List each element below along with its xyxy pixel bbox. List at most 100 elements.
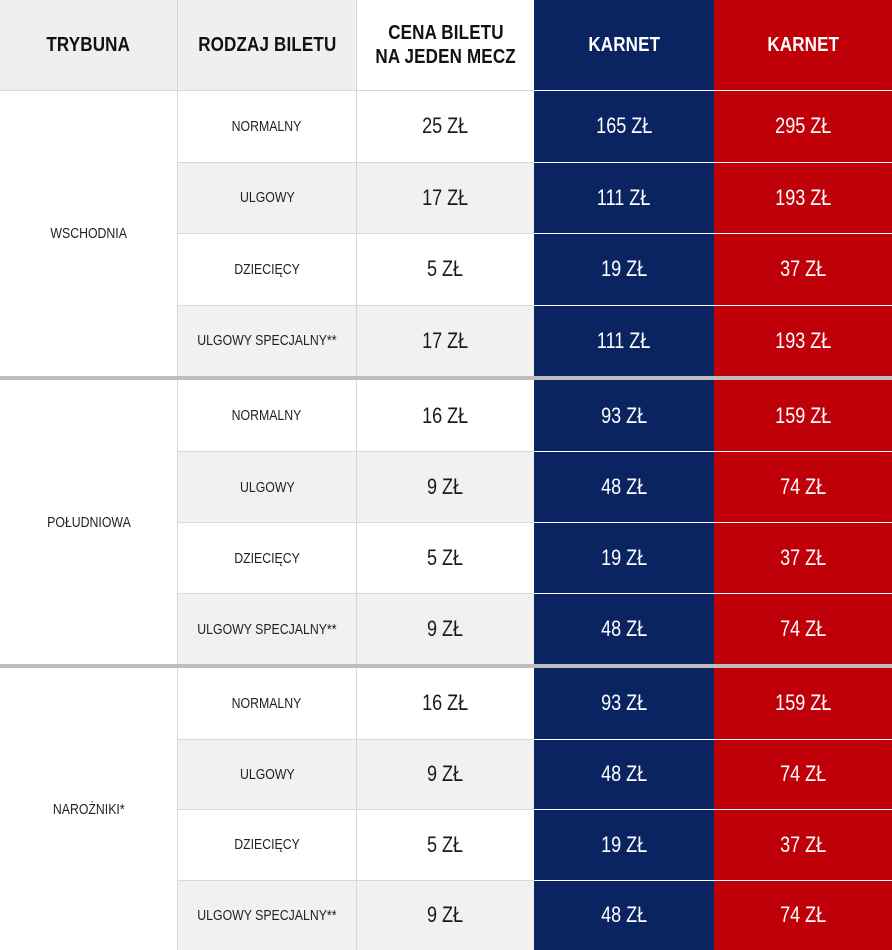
header-single-price-line1: CENA BILETU [388,21,504,45]
karnet-blue-value: 19 ZŁ [601,256,647,282]
ticket-type-label: DZIECIĘCY [234,836,300,853]
single-price-cell: 5 ZŁ [357,233,534,305]
karnet-blue-value: 48 ZŁ [601,474,647,500]
karnet-blue-cell: 48 ZŁ [534,880,714,950]
stand-cell: POŁUDNIOWA [0,380,178,664]
ticket-type-cell: ULGOWY SPECJALNY** [178,880,357,950]
karnet-blue-cell: 19 ZŁ [534,522,714,593]
ticket-type-cell: NORMALNY [178,90,357,162]
ticket-type-cell: ULGOWY [178,739,357,810]
karnet-red-cell: 159 ZŁ [714,380,892,451]
ticket-type-label: DZIECIĘCY [234,261,300,278]
karnet-blue-value: 48 ZŁ [601,761,647,787]
ticket-type-label: NORMALNY [232,407,302,424]
ticket-type-label: ULGOWY [240,479,295,496]
single-price-cell: 17 ZŁ [357,162,534,234]
karnet-blue-cell: 111 ZŁ [534,162,714,234]
header-karnet-blue-label: KARNET [588,33,660,57]
karnet-red-cell: 74 ZŁ [714,880,892,950]
single-price-cell: 17 ZŁ [357,305,534,377]
karnet-blue-cell: 19 ZŁ [534,233,714,305]
ticket-type-cell: NORMALNY [178,668,357,739]
single-price-cell: 16 ZŁ [357,380,534,451]
single-price-cell: 9 ZŁ [357,593,534,664]
karnet-blue-value: 19 ZŁ [601,545,647,571]
karnet-red-cell: 74 ZŁ [714,593,892,664]
stand-cell: WSCHODNIA [0,90,178,376]
karnet-blue-value: 19 ZŁ [601,832,647,858]
header-ticket-type: RODZAJ BILETU [178,0,357,90]
karnet-red-value: 159 ZŁ [775,403,831,429]
karnet-blue-cell: 48 ZŁ [534,593,714,664]
karnet-blue-cell: 48 ZŁ [534,451,714,522]
karnet-blue-cell: 19 ZŁ [534,809,714,880]
karnet-red-value: 74 ZŁ [780,902,826,928]
karnet-red-cell: 37 ZŁ [714,233,892,305]
karnet-blue-value: 93 ZŁ [601,403,647,429]
karnet-red-value: 193 ZŁ [775,185,831,211]
karnet-red-cell: 193 ZŁ [714,162,892,234]
single-price-cell: 5 ZŁ [357,522,534,593]
single-price-cell: 9 ZŁ [357,739,534,810]
single-price-value: 17 ZŁ [422,185,468,211]
single-price-value: 17 ZŁ [422,328,468,354]
single-price-cell: 16 ZŁ [357,668,534,739]
header-stand: TRYBUNA [0,0,178,90]
karnet-red-cell: 159 ZŁ [714,668,892,739]
karnet-blue-value: 48 ZŁ [601,616,647,642]
ticket-type-label: ULGOWY [240,189,295,206]
header-karnet-blue: KARNET [534,0,714,90]
karnet-blue-value: 93 ZŁ [601,690,647,716]
karnet-blue-cell: 93 ZŁ [534,380,714,451]
karnet-red-value: 295 ZŁ [775,113,831,139]
karnet-red-value: 74 ZŁ [780,474,826,500]
header-single-price: CENA BILETU NA JEDEN MECZ [357,0,534,90]
ticket-type-cell: ULGOWY [178,451,357,522]
ticket-type-cell: DZIECIĘCY [178,233,357,305]
single-price-value: 5 ZŁ [427,256,463,282]
single-price-cell: 25 ZŁ [357,90,534,162]
karnet-red-value: 37 ZŁ [780,256,826,282]
karnet-blue-value: 111 ZŁ [597,328,650,354]
ticket-type-cell: DZIECIĘCY [178,522,357,593]
header-ticket-type-label: RODZAJ BILETU [198,33,336,57]
karnet-blue-value: 165 ZŁ [596,113,652,139]
ticket-type-label: ULGOWY [240,766,295,783]
single-price-cell: 5 ZŁ [357,809,534,880]
karnet-red-value: 74 ZŁ [780,761,826,787]
karnet-red-cell: 74 ZŁ [714,451,892,522]
single-price-value: 9 ZŁ [427,902,463,928]
ticket-type-cell: ULGOWY SPECJALNY** [178,305,357,377]
single-price-cell: 9 ZŁ [357,880,534,950]
karnet-blue-cell: 93 ZŁ [534,668,714,739]
karnet-red-cell: 37 ZŁ [714,809,892,880]
karnet-red-cell: 37 ZŁ [714,522,892,593]
single-price-cell: 9 ZŁ [357,451,534,522]
ticket-type-label: NORMALNY [232,695,302,712]
karnet-blue-value: 48 ZŁ [601,902,647,928]
single-price-value: 25 ZŁ [422,113,468,139]
ticket-type-label: ULGOWY SPECJALNY** [197,907,336,924]
ticket-type-cell: ULGOWY SPECJALNY** [178,593,357,664]
ticket-type-cell: ULGOWY [178,162,357,234]
header-karnet-red-label: KARNET [767,33,839,57]
ticket-type-cell: DZIECIĘCY [178,809,357,880]
karnet-red-value: 159 ZŁ [775,690,831,716]
ticket-type-cell: NORMALNY [178,380,357,451]
header-karnet-red: KARNET [714,0,892,90]
stand-label: NAROŻNIKI* [53,801,125,818]
single-price-value: 5 ZŁ [427,832,463,858]
karnet-red-value: 74 ZŁ [780,616,826,642]
karnet-blue-cell: 48 ZŁ [534,739,714,810]
karnet-red-cell: 193 ZŁ [714,305,892,377]
karnet-blue-cell: 165 ZŁ [534,90,714,162]
single-price-value: 5 ZŁ [427,545,463,571]
karnet-blue-value: 111 ZŁ [597,185,650,211]
single-price-value: 9 ZŁ [427,761,463,787]
ticket-type-label: NORMALNY [232,118,302,135]
karnet-red-cell: 74 ZŁ [714,739,892,810]
header-stand-label: TRYBUNA [47,33,131,57]
stand-cell: NAROŻNIKI* [0,668,178,950]
single-price-value: 16 ZŁ [422,690,468,716]
